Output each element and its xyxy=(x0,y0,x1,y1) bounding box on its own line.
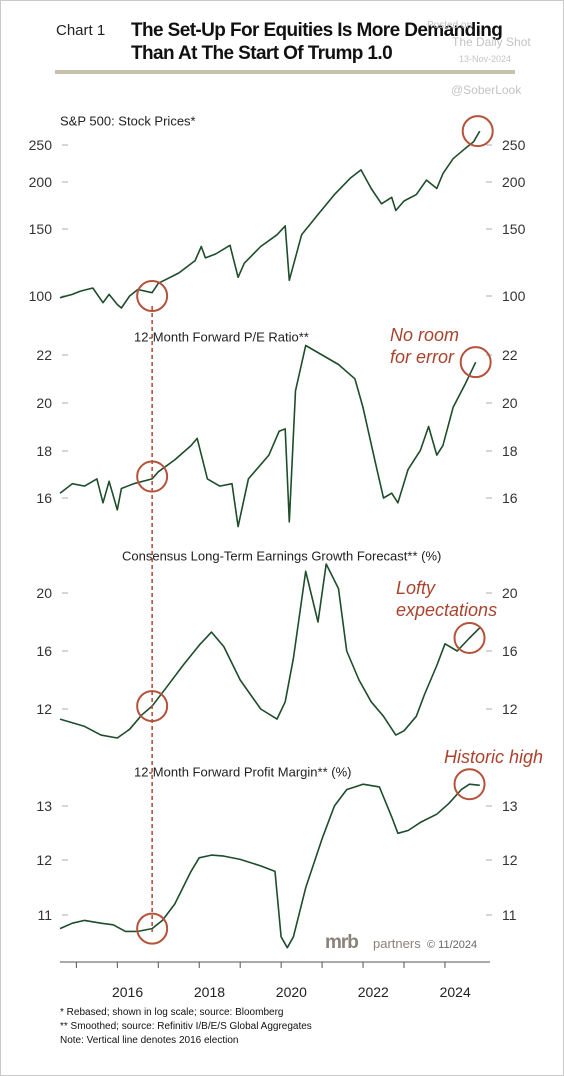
y-tick-label-left: 22 xyxy=(36,347,52,363)
y-tick-label-left: 200 xyxy=(29,174,53,190)
highlight-circle xyxy=(459,346,492,379)
y-tick-label-right: 11 xyxy=(502,907,517,923)
y-tick-label-left: 20 xyxy=(36,395,52,411)
footnote-1: * Rebased; shown in log scale; source: B… xyxy=(60,1007,284,1018)
panel-title-2: 12-Month Forward P/E Ratio** xyxy=(134,330,309,345)
y-tick-label-left: 11 xyxy=(37,907,52,923)
y-tick-label-left: 12 xyxy=(36,852,52,868)
highlight-circle xyxy=(453,768,486,801)
highlight-circle xyxy=(453,621,486,654)
y-tick-label-left: 16 xyxy=(36,643,52,659)
panel-title-4: 12-Month Forward Profit Margin** (%) xyxy=(134,765,351,780)
watermark-handle: @SoberLook xyxy=(451,83,522,97)
chart-label: Chart 1 xyxy=(56,22,106,39)
y-tick-label-right: 12 xyxy=(502,852,518,868)
y-tick-label-right: 12 xyxy=(502,701,518,717)
panel-title-3: Consensus Long-Term Earnings Growth Fore… xyxy=(122,549,441,564)
y-tick-label-left: 18 xyxy=(36,443,52,459)
brand-logo: mrb xyxy=(325,932,358,953)
y-tick-label-right: 250 xyxy=(502,137,526,153)
series-line-panel-3 xyxy=(59,563,481,739)
y-tick-label-left: 13 xyxy=(36,798,52,814)
annotation-text: No room xyxy=(390,325,459,345)
y-tick-label-left: 250 xyxy=(29,137,53,153)
x-tick-label: 2020 xyxy=(276,984,307,1000)
x-tick-label: 2022 xyxy=(358,984,389,1000)
highlight-circle xyxy=(461,115,494,148)
brand-copyright: © 11/2024 xyxy=(427,939,477,951)
annotation-text: expectations xyxy=(396,600,497,620)
series-line-panel-2 xyxy=(59,344,477,528)
y-tick-label-right: 13 xyxy=(502,798,518,814)
highlight-circle xyxy=(136,280,169,312)
y-tick-label-right: 16 xyxy=(502,490,518,506)
y-tick-label-right: 100 xyxy=(502,288,526,304)
annotation-text: for error xyxy=(390,347,455,367)
y-tick-label-right: 16 xyxy=(502,643,518,659)
watermark-date: 13-Nov-2024 xyxy=(459,54,512,64)
y-tick-label-left: 20 xyxy=(36,585,52,601)
footnote-2: ** Smoothed; source: Refinitiv I/B/E/S G… xyxy=(60,1021,312,1032)
y-tick-label-left: 16 xyxy=(36,490,52,506)
y-tick-label-right: 150 xyxy=(502,221,526,237)
y-tick-label-right: 22 xyxy=(502,347,518,363)
x-tick-label: 2018 xyxy=(194,984,225,1000)
y-tick-label-left: 12 xyxy=(36,701,52,717)
title-rule xyxy=(55,70,515,74)
panel-title-1: S&P 500: Stock Prices* xyxy=(60,114,196,129)
y-tick-label-left: 100 xyxy=(29,288,53,304)
y-tick-label-right: 200 xyxy=(502,174,526,190)
y-tick-label-right: 20 xyxy=(502,395,518,411)
y-tick-label-right: 18 xyxy=(502,443,518,459)
watermark-site: The Daily Shot xyxy=(452,35,531,49)
x-tick-label: 2016 xyxy=(112,984,143,1000)
watermark-posted: Posted on xyxy=(427,20,473,31)
series-line-panel-1 xyxy=(59,130,481,309)
chart-title: The Set-Up For Equities Is More Demandin… xyxy=(131,20,503,64)
series-line-panel-4 xyxy=(59,783,480,949)
annotation-text: Lofty xyxy=(396,578,436,598)
footnote-3: Note: Vertical line denotes 2016 electio… xyxy=(60,1035,239,1046)
brand-logo-rest: partners xyxy=(373,936,421,951)
y-tick-label-left: 150 xyxy=(29,221,53,237)
x-tick-label: 2024 xyxy=(440,984,471,1000)
highlight-circle xyxy=(136,912,169,945)
annotation-text: Historic high xyxy=(444,747,543,767)
y-tick-label-right: 20 xyxy=(502,585,518,601)
